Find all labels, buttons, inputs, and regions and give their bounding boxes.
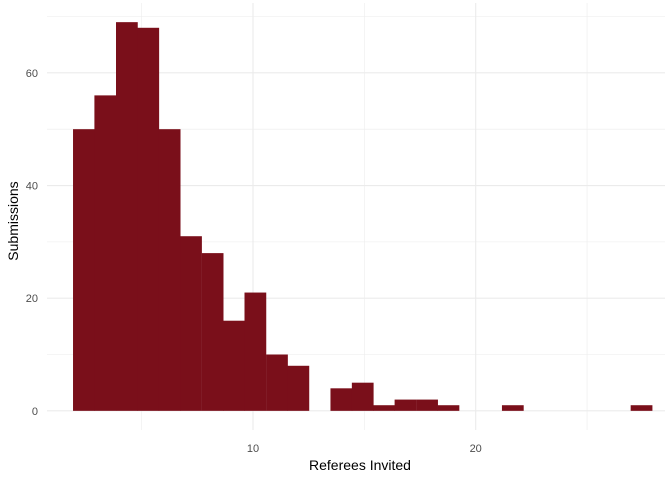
- y-axis-tick-labels: 0 20 40 60: [26, 68, 38, 418]
- histogram-bar: [158, 129, 181, 411]
- x-axis-title: Referees Invited: [309, 457, 411, 473]
- histogram-bar: [94, 95, 117, 411]
- histogram-bar: [73, 129, 95, 411]
- y-tick-label: 20: [26, 293, 38, 305]
- x-tick-label: 10: [247, 443, 259, 455]
- y-tick-label: 40: [26, 181, 38, 193]
- histogram-bar: [373, 405, 395, 411]
- histogram-bars: [73, 22, 653, 411]
- x-axis-tick-labels: 10 20: [247, 443, 482, 455]
- histogram-bar: [180, 236, 202, 411]
- histogram-bar: [201, 253, 224, 411]
- histogram-bar: [351, 382, 374, 411]
- histogram-bar: [437, 405, 460, 411]
- histogram-bar: [416, 399, 438, 411]
- histogram-bar: [287, 365, 310, 411]
- histogram-bar: [223, 320, 245, 411]
- y-tick-label: 0: [32, 406, 38, 418]
- histogram-bar: [394, 399, 417, 411]
- y-tick-label: 60: [26, 68, 38, 80]
- histogram-bar: [630, 405, 653, 411]
- histogram-bar: [330, 388, 353, 411]
- histogram-bar: [244, 292, 267, 411]
- histogram-bar: [116, 22, 138, 411]
- x-tick-label: 20: [470, 443, 482, 455]
- histogram-bar: [266, 354, 288, 411]
- histogram-bar: [501, 405, 524, 411]
- y-axis-title: Submissions: [5, 181, 21, 260]
- histogram-bar: [137, 27, 160, 411]
